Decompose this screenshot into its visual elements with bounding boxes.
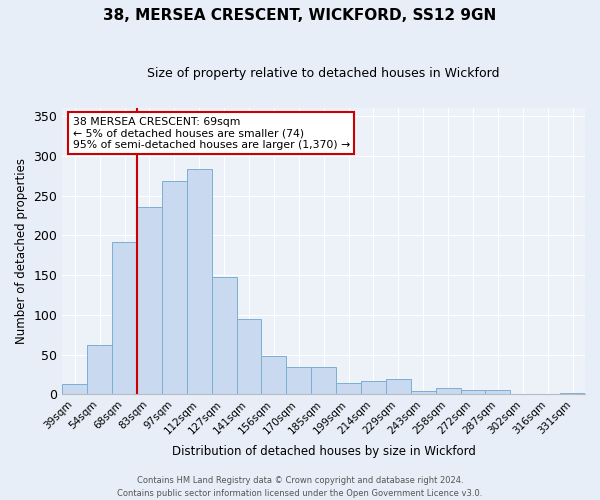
Bar [187,168,212,394]
Bar [137,206,162,394]
Text: 38, MERSEA CRESCENT, WICKFORD, SS12 9GN: 38, MERSEA CRESCENT, WICKFORD, SS12 9GN [103,8,497,22]
Bar [311,368,336,394]
Text: Contains HM Land Registry data © Crown copyright and database right 2024.
Contai: Contains HM Land Registry data © Crown c… [118,476,482,498]
Bar [436,388,461,394]
Bar [236,319,262,394]
X-axis label: Distribution of detached houses by size in Wickford: Distribution of detached houses by size … [172,444,476,458]
Bar [62,384,87,394]
Bar [411,392,436,394]
Bar [461,390,485,394]
Bar [162,181,187,394]
Y-axis label: Number of detached properties: Number of detached properties [15,158,28,344]
Bar [485,390,511,394]
Title: Size of property relative to detached houses in Wickford: Size of property relative to detached ho… [148,68,500,80]
Bar [212,276,236,394]
Bar [336,382,361,394]
Bar [112,242,137,394]
Bar [87,345,112,395]
Bar [560,393,585,394]
Bar [262,356,286,395]
Text: 38 MERSEA CRESCENT: 69sqm
← 5% of detached houses are smaller (74)
95% of semi-d: 38 MERSEA CRESCENT: 69sqm ← 5% of detach… [73,116,350,150]
Bar [286,368,311,394]
Bar [361,381,386,394]
Bar [386,380,411,394]
